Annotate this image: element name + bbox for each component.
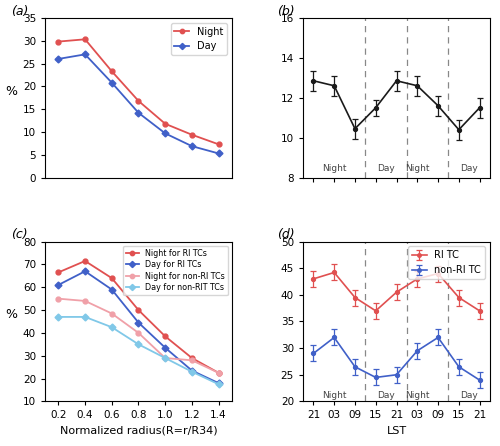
Night for RI TCs [109, 276, 115, 281]
Y-axis label: %: % [6, 85, 18, 98]
Day for RI TCs [109, 287, 115, 292]
Text: Day: Day [460, 391, 478, 400]
Text: Day: Day [378, 164, 395, 173]
X-axis label: LST: LST [386, 426, 406, 436]
Line: Night for RI TCs: Night for RI TCs [56, 259, 221, 375]
Night for non-RI TCs [216, 370, 222, 376]
Night [162, 121, 168, 127]
Night [82, 37, 88, 42]
Day for non-RIT TCs [56, 314, 62, 320]
Day for RI TCs [82, 268, 88, 274]
Night for RI TCs [136, 307, 141, 313]
Day [189, 144, 195, 149]
Y-axis label: %: % [6, 309, 18, 322]
Day [216, 151, 222, 156]
Night [56, 39, 62, 44]
Text: (b): (b) [277, 4, 294, 18]
Line: Day for RI TCs: Day for RI TCs [56, 269, 221, 385]
Night for RI TCs [56, 270, 62, 275]
Night [216, 142, 222, 147]
Day for RI TCs [162, 345, 168, 351]
Night for RI TCs [216, 370, 222, 376]
Night for RI TCs [162, 334, 168, 339]
Day [56, 56, 62, 62]
Day [109, 80, 115, 85]
Text: Day: Day [460, 164, 478, 173]
Night for RI TCs [189, 355, 195, 361]
Day for non-RIT TCs [82, 314, 88, 320]
Night [136, 98, 141, 103]
Day for non-RIT TCs [162, 355, 168, 361]
Text: Night: Night [322, 164, 346, 173]
Text: (a): (a) [12, 4, 28, 18]
Night for non-RI TCs [109, 311, 115, 316]
Text: (d): (d) [277, 228, 294, 241]
Day for non-RIT TCs [109, 325, 115, 330]
Day [162, 131, 168, 136]
Day for non-RIT TCs [189, 369, 195, 374]
Day for RI TCs [189, 368, 195, 373]
Line: Day for non-RIT TCs: Day for non-RIT TCs [56, 314, 221, 387]
Text: Night: Night [322, 391, 346, 400]
Line: Night: Night [56, 37, 221, 147]
Night [189, 132, 195, 137]
Text: Night: Night [405, 164, 429, 173]
Day [136, 110, 141, 116]
Legend: Night, Day: Night, Day [170, 23, 227, 55]
X-axis label: Normalized radius(R=r/R34): Normalized radius(R=r/R34) [60, 426, 218, 436]
Night for non-RI TCs [162, 355, 168, 361]
Night for non-RI TCs [189, 358, 195, 363]
Text: Day: Day [378, 391, 395, 400]
Day for non-RIT TCs [216, 382, 222, 387]
Day for RI TCs [136, 320, 141, 325]
Line: Day: Day [56, 52, 221, 156]
Day for RI TCs [216, 380, 222, 386]
Day for non-RIT TCs [136, 342, 141, 347]
Night for RI TCs [82, 258, 88, 264]
Night for non-RI TCs [136, 330, 141, 335]
Line: Night for non-RI TCs: Night for non-RI TCs [56, 296, 221, 375]
Night [109, 69, 115, 74]
Night for non-RI TCs [82, 298, 88, 304]
Legend: RI TC, non-RI TC: RI TC, non-RI TC [408, 247, 485, 279]
Text: (c): (c) [12, 228, 28, 241]
Day [82, 52, 88, 57]
Text: Night: Night [405, 391, 429, 400]
Legend: Night for RI TCs, Day for RI TCs, Night for non-RI TCs, Day for non-RIT TCs: Night for RI TCs, Day for RI TCs, Night … [123, 246, 228, 295]
Day for RI TCs [56, 282, 62, 288]
Night for non-RI TCs [56, 296, 62, 301]
